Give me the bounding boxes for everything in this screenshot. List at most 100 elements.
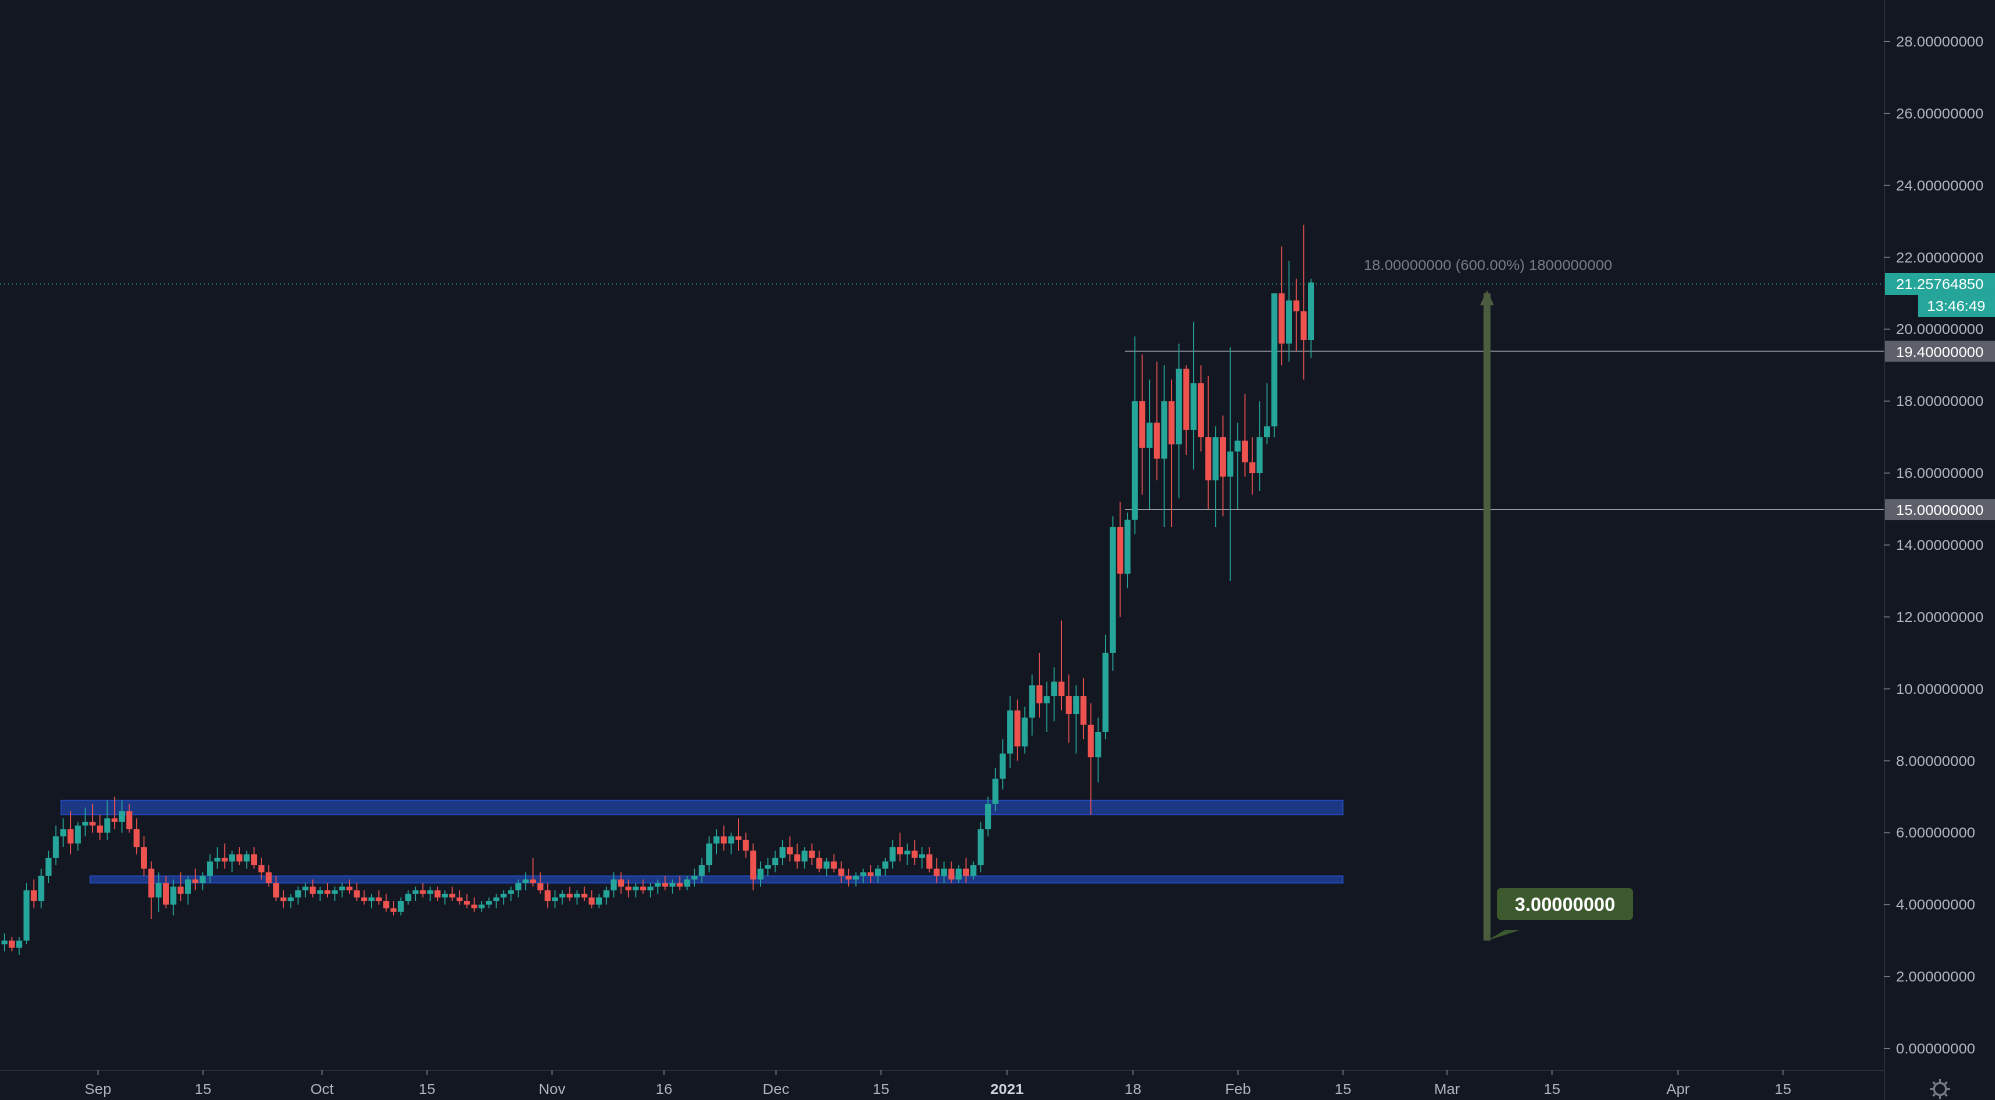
candle-body bbox=[74, 825, 81, 844]
candle-body bbox=[1300, 311, 1307, 341]
candle-body bbox=[1205, 437, 1212, 481]
candle-body bbox=[1249, 462, 1256, 474]
price-tick-label: 14.00000000 bbox=[1896, 537, 1984, 554]
candle-body bbox=[111, 818, 118, 822]
candle-body bbox=[419, 890, 426, 894]
candle-body bbox=[691, 875, 698, 880]
candle-body bbox=[764, 865, 771, 869]
candle-body bbox=[383, 901, 390, 909]
support-zone bbox=[89, 875, 1344, 884]
price-tick-label: 22.00000000 bbox=[1896, 249, 1984, 266]
candle-body bbox=[889, 847, 896, 862]
price-range-measure[interactable]: 18.00000000 (600.00%) 1800000000 3.000000… bbox=[1364, 257, 1633, 941]
level-badge bbox=[1885, 340, 1995, 362]
candle-body bbox=[317, 890, 324, 894]
candle-body bbox=[449, 893, 456, 898]
candle-body bbox=[618, 879, 625, 887]
candle-body bbox=[1117, 527, 1124, 574]
measure-start-label: 3.00000000 bbox=[1515, 895, 1615, 916]
candle-body bbox=[96, 825, 103, 833]
candle-body bbox=[992, 778, 999, 804]
candle-body bbox=[537, 883, 544, 891]
candle-body bbox=[1087, 724, 1094, 758]
candle-body bbox=[1153, 422, 1160, 459]
candle-body bbox=[52, 836, 59, 858]
measure-arrow-head bbox=[1480, 290, 1494, 306]
candle-body bbox=[30, 890, 37, 902]
price-tick-label: 16.00000000 bbox=[1896, 465, 1984, 482]
candle-body bbox=[185, 879, 191, 894]
candle-body bbox=[816, 857, 823, 869]
candle-body bbox=[1058, 681, 1065, 697]
candle-body bbox=[544, 890, 551, 902]
candle-body bbox=[632, 886, 639, 891]
candle-body bbox=[750, 850, 757, 880]
candle-body bbox=[1190, 383, 1197, 430]
candle-body bbox=[1, 940, 8, 945]
candle-body bbox=[1175, 368, 1182, 445]
candle-body bbox=[456, 897, 463, 902]
candle-body bbox=[552, 897, 558, 902]
candle-body bbox=[16, 940, 23, 948]
candle-body bbox=[596, 897, 603, 905]
price-tick-label: 18.00000000 bbox=[1896, 393, 1984, 410]
candle-body bbox=[493, 897, 500, 902]
candle-body bbox=[207, 861, 214, 876]
price-tick-label: 20.00000000 bbox=[1896, 321, 1984, 338]
candle-body bbox=[1161, 401, 1168, 459]
candle-body bbox=[221, 857, 228, 862]
candle-body bbox=[977, 829, 984, 866]
candle-body bbox=[1124, 519, 1131, 574]
candle-body bbox=[463, 901, 470, 905]
price-tick-label: 6.00000000 bbox=[1896, 825, 1975, 842]
candle-body bbox=[104, 818, 111, 833]
time-tick-label: 16 bbox=[656, 1081, 673, 1098]
candle-body bbox=[1014, 710, 1021, 747]
candle-body bbox=[507, 890, 514, 894]
candle-body bbox=[896, 847, 903, 855]
candle-body bbox=[331, 890, 338, 894]
candle-body bbox=[302, 886, 309, 891]
price-tick-label: 0.00000000 bbox=[1896, 1041, 1975, 1058]
candle-body bbox=[882, 861, 889, 869]
candle-body bbox=[1095, 732, 1102, 758]
candle-body bbox=[904, 850, 911, 855]
candle-body bbox=[441, 893, 448, 898]
candle-body bbox=[698, 865, 705, 876]
candle-body bbox=[1212, 437, 1219, 481]
support-zone bbox=[60, 799, 1344, 816]
candle-body bbox=[133, 829, 140, 848]
countdown-label: 13:46:49 bbox=[1927, 298, 1985, 315]
candle-body bbox=[919, 854, 925, 858]
candle-body bbox=[434, 890, 441, 898]
candle-body bbox=[177, 886, 184, 894]
candle-body bbox=[706, 843, 713, 866]
measure-start-callout bbox=[1497, 888, 1633, 920]
candle-body bbox=[140, 847, 147, 869]
time-axis-ticks: Sep 15 Oct 15 Nov 16 Dec 15 2021 18 Feb 15 Mar 15 Apr 1… bbox=[85, 1070, 1791, 1098]
candle-body bbox=[808, 850, 815, 858]
candle-body bbox=[471, 904, 478, 909]
candle-body bbox=[287, 897, 294, 902]
candle-body bbox=[258, 865, 265, 873]
time-tick-label: Mar bbox=[1434, 1081, 1460, 1098]
candle-body bbox=[772, 857, 779, 866]
candle-body bbox=[1065, 696, 1072, 715]
time-tick-label: Nov bbox=[539, 1081, 566, 1098]
candle-body bbox=[1146, 422, 1153, 448]
candle-body bbox=[581, 893, 588, 898]
candle-body bbox=[559, 893, 566, 898]
candle-body bbox=[1036, 685, 1043, 704]
candle-body bbox=[610, 879, 617, 891]
candle-body bbox=[60, 829, 67, 837]
candle-body bbox=[588, 897, 595, 905]
time-tick-label: 15 bbox=[195, 1081, 212, 1098]
candle-body bbox=[874, 868, 881, 876]
candle-body bbox=[118, 811, 125, 822]
candle-body bbox=[970, 865, 977, 876]
candle-body bbox=[397, 901, 404, 912]
settings-gear-icon[interactable] bbox=[1930, 1079, 1950, 1099]
time-tick-label: 2021 bbox=[990, 1081, 1023, 1098]
